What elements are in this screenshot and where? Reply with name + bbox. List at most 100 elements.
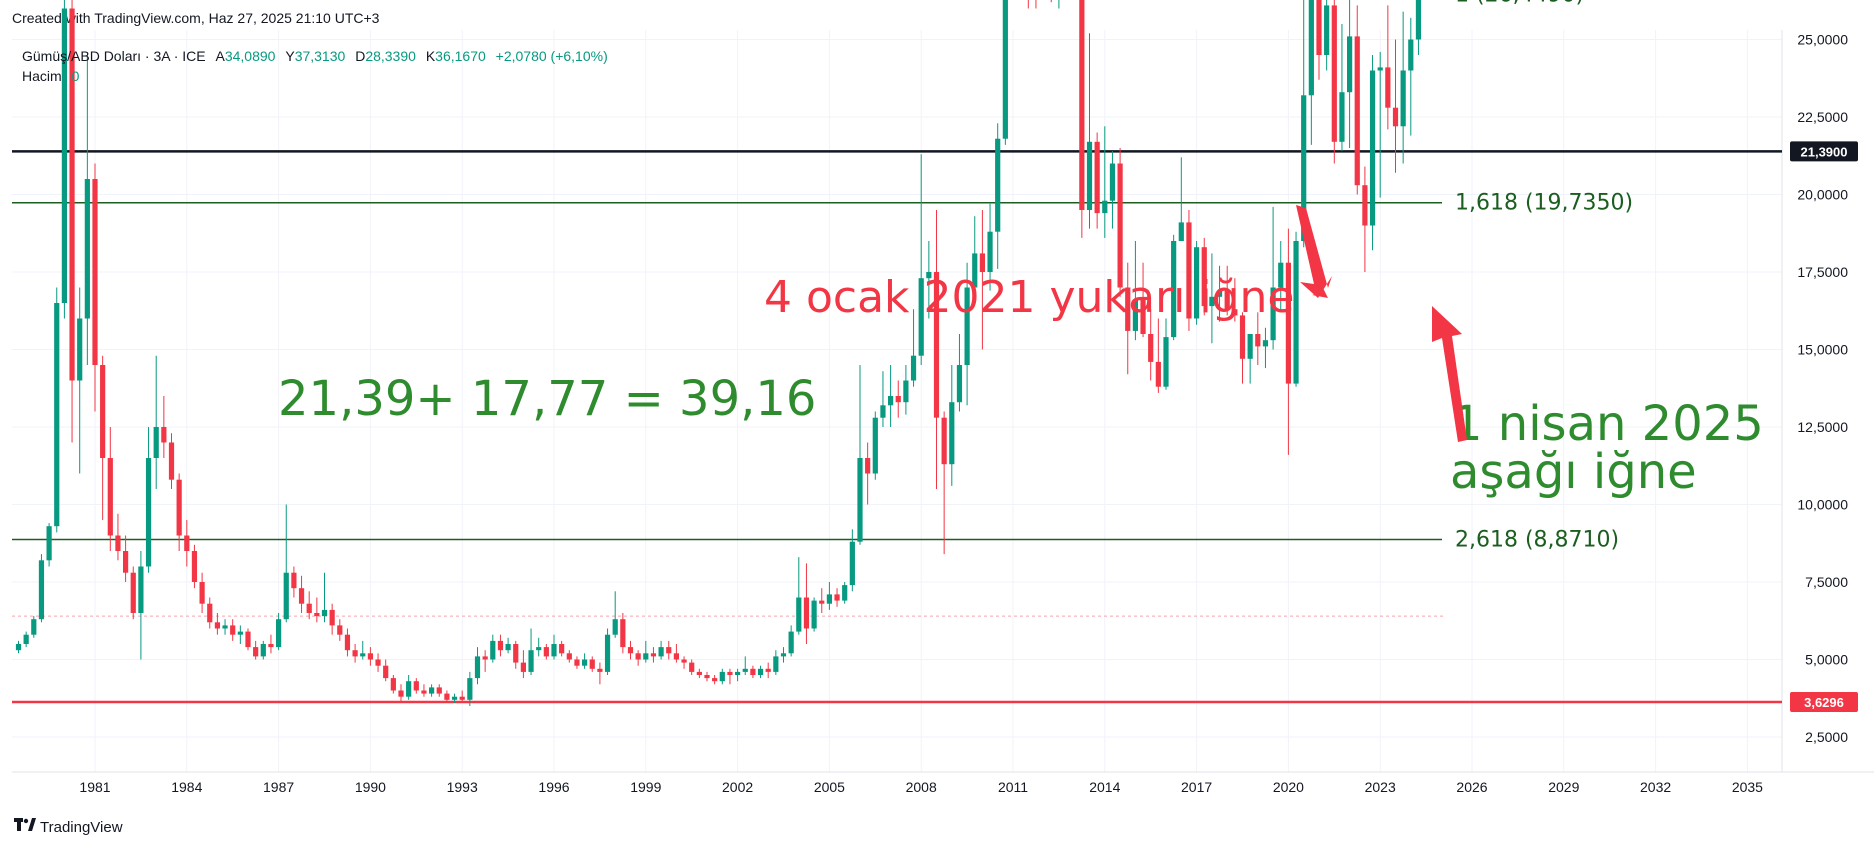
candle-body	[933, 272, 940, 418]
candle-body	[1155, 361, 1161, 387]
candle-body	[314, 613, 320, 617]
candle-body	[1002, 0, 1008, 139]
candle-body	[237, 631, 243, 635]
candle-body	[467, 678, 473, 700]
x-tick-label: 2008	[906, 779, 937, 795]
candle-body	[888, 396, 894, 406]
candle-body	[880, 405, 886, 418]
candle-body	[482, 656, 488, 660]
candle-body	[551, 644, 557, 657]
candle-body	[1239, 315, 1246, 359]
candle-body	[260, 644, 266, 657]
candle-body	[1117, 163, 1123, 288]
candle-body	[145, 458, 152, 567]
annotations: 21,39+ 17,77 = 39,16 4 ocak 2021 yukarı …	[278, 205, 1764, 500]
candle-body	[872, 417, 878, 474]
candle-body	[1148, 334, 1154, 362]
candle-body	[38, 560, 45, 620]
candle-body	[650, 653, 657, 657]
candle-body	[910, 355, 917, 381]
candle-body	[1255, 334, 1261, 347]
candle-body	[780, 653, 787, 657]
candle-body	[543, 647, 549, 657]
candle-body	[773, 656, 779, 672]
x-tick-label: 1990	[355, 779, 386, 795]
candle-body	[1301, 95, 1307, 241]
candle-body	[811, 600, 817, 629]
x-tick-label: 2026	[1456, 779, 1487, 795]
price-badge	[1790, 691, 1858, 712]
volume-label[interactable]: Hacim	[22, 68, 62, 84]
candle-body	[926, 272, 932, 279]
symbol-name[interactable]: Gümüş/ABD Doları · 3A · ICE	[22, 48, 206, 64]
candle-body	[536, 647, 542, 651]
candle-body	[666, 647, 672, 654]
down-arrow-annotation	[1296, 205, 1332, 298]
candle-body	[1400, 70, 1406, 127]
candle-body	[176, 479, 182, 536]
low-label: D	[355, 48, 366, 64]
candle-body	[513, 644, 519, 663]
x-tick-label: 1984	[171, 779, 202, 795]
fib-level-label: 2,618 (8,8710)	[1455, 527, 1619, 552]
candle-body	[964, 287, 970, 365]
candle-body	[1224, 290, 1230, 310]
candle-body	[673, 653, 679, 660]
candle-body	[972, 253, 978, 288]
candle-body	[1293, 241, 1299, 384]
candle-body	[689, 662, 695, 672]
candle-body	[222, 625, 228, 629]
candle-body	[253, 647, 259, 657]
symbol-legend: Gümüş/ABD Doları · 3A · ICE A34,0890 Y37…	[22, 46, 608, 86]
y-tick-label: 15,0000	[1797, 342, 1848, 358]
candle-body	[497, 640, 504, 651]
candle-body	[1408, 39, 1414, 71]
candle-body	[268, 644, 274, 648]
candle-body	[207, 603, 213, 623]
candle-body	[54, 303, 60, 527]
candle-body	[1132, 299, 1138, 331]
candle-body	[214, 622, 220, 629]
candle-body	[865, 458, 871, 474]
time-axis: 1981 1984 1987 1990 1993 1996 1999 2002 2005 2008…	[79, 779, 1763, 795]
candle-body	[23, 634, 29, 644]
candle-body	[451, 696, 458, 700]
candle-body	[941, 417, 947, 465]
candle-body	[444, 693, 450, 700]
candle-body	[1079, 0, 1085, 210]
open-value: 34,0890	[224, 48, 276, 64]
candle-body	[436, 687, 442, 694]
y-tick-label: 7,5000	[1805, 574, 1848, 590]
candle-body	[1109, 163, 1116, 201]
x-tick-label: 2011	[998, 779, 1028, 795]
candle-body	[681, 659, 687, 663]
x-tick-label: 2002	[722, 779, 753, 795]
candle-body	[559, 644, 565, 654]
price-badge	[1790, 141, 1858, 162]
y-tick-label: 17,5000	[1797, 264, 1848, 280]
down-wick-annotation-line1: 1 nisan 2025	[1452, 396, 1764, 452]
candle-body	[490, 640, 496, 660]
candle-body	[138, 566, 144, 613]
candle-body	[1415, 0, 1422, 40]
y-tick-label: 12,5000	[1797, 419, 1848, 435]
candle-body	[115, 535, 121, 551]
candle-body	[635, 653, 641, 660]
candle-body	[123, 551, 129, 573]
candle-body	[765, 668, 771, 672]
candle-body	[459, 696, 465, 700]
candle-body	[1178, 222, 1184, 241]
candle-body	[757, 668, 764, 675]
down-wick-annotation-line2: aşağı iğne	[1450, 444, 1697, 500]
candle-body	[704, 675, 710, 679]
candle-body	[406, 681, 412, 697]
candle-body	[834, 594, 840, 601]
candle-body	[574, 659, 580, 666]
low-value: 28,3390	[365, 48, 416, 64]
candle-body	[1270, 287, 1276, 341]
candle-body	[161, 427, 167, 443]
y-tick-label: 10,0000	[1797, 497, 1848, 513]
candle-body	[1285, 262, 1291, 384]
tradingview-brand[interactable]: TradingView	[14, 818, 123, 836]
